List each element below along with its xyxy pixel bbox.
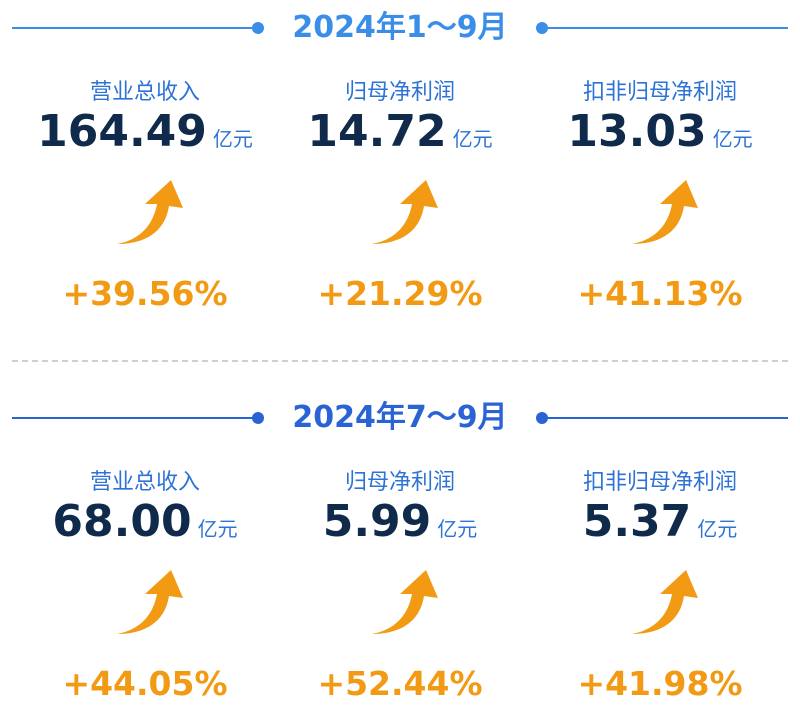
header-line-right: [540, 27, 788, 29]
metric-value-row: 5.99 亿元: [270, 496, 530, 547]
header-line-right: [540, 417, 788, 419]
header-dot-left: [252, 412, 264, 424]
metrics-row: 营业总收入 164.49 亿元 +39.56% 归母净利润 14.72 亿元 +21…: [0, 60, 800, 320]
trend-up-arrow-icon: [372, 180, 438, 244]
metric-label: 归母净利润: [344, 80, 455, 105]
metric-unit: 亿元: [197, 517, 238, 541]
trend-up-arrow-icon: [632, 180, 698, 244]
metric-revenue: 营业总收入 68.00 亿元 +44.05%: [15, 450, 275, 710]
header-dot-left: [252, 22, 264, 34]
metric-net-profit: 归母净利润 14.72 亿元 +21.29%: [270, 60, 530, 320]
metric-value: 164.49: [37, 106, 207, 157]
period-title: 2024年7～9月: [292, 400, 508, 435]
metric-revenue: 营业总收入 164.49 亿元 +39.56%: [15, 60, 275, 320]
metric-deducted-net-profit: 扣非归母净利润 5.37 亿元 +41.98%: [530, 450, 790, 710]
header-line-left: [12, 27, 260, 29]
metric-value: 5.37: [582, 496, 692, 547]
metric-value: 5.99: [322, 496, 432, 547]
metric-value-row: 13.03 亿元: [530, 106, 790, 157]
trend-up-arrow-icon: [117, 570, 183, 634]
metric-unit: 亿元: [712, 127, 753, 151]
dashed-divider: [12, 360, 788, 362]
metric-value: 68.00: [52, 496, 192, 547]
metric-change: +52.44%: [317, 664, 483, 703]
period-header: 2024年7～9月: [0, 398, 800, 438]
period-section-q3: 2024年7～9月 营业总收入 68.00 亿元 +44.05% 归母净利润 5.…: [0, 390, 800, 722]
metric-value-row: 68.00 亿元: [15, 496, 275, 547]
metric-value: 14.72: [307, 106, 447, 157]
metric-change: +21.29%: [317, 274, 483, 313]
metric-change: +39.56%: [62, 274, 228, 313]
metric-change: +44.05%: [62, 664, 228, 703]
period-section-ytd: 2024年1～9月 营业总收入 164.49 亿元 +39.56% 归母净利润 1…: [0, 0, 800, 350]
trend-up-arrow-icon: [117, 180, 183, 244]
metric-label: 营业总收入: [89, 80, 200, 105]
header-line-left: [12, 417, 260, 419]
metric-unit: 亿元: [437, 517, 478, 541]
metric-change: +41.98%: [577, 664, 743, 703]
trend-up-arrow-icon: [632, 570, 698, 634]
trend-up-arrow-icon: [372, 570, 438, 634]
period-title: 2024年1～9月: [292, 10, 508, 45]
metric-deducted-net-profit: 扣非归母净利润 13.03 亿元 +41.13%: [530, 60, 790, 320]
metric-value-row: 5.37 亿元: [530, 496, 790, 547]
period-header: 2024年1～9月: [0, 8, 800, 48]
metric-label: 营业总收入: [89, 470, 200, 495]
metric-label: 归母净利润: [344, 470, 455, 495]
metric-label: 扣非归母净利润: [582, 80, 737, 105]
metric-label: 扣非归母净利润: [582, 470, 737, 495]
metric-unit: 亿元: [452, 127, 493, 151]
metric-value: 13.03: [567, 106, 707, 157]
metric-unit: 亿元: [212, 127, 253, 151]
metric-unit: 亿元: [697, 517, 738, 541]
metrics-row: 营业总收入 68.00 亿元 +44.05% 归母净利润 5.99 亿元 +52.4…: [0, 450, 800, 710]
metric-change: +41.13%: [577, 274, 743, 313]
metric-value-row: 14.72 亿元: [270, 106, 530, 157]
metric-value-row: 164.49 亿元: [15, 106, 275, 157]
metric-net-profit: 归母净利润 5.99 亿元 +52.44%: [270, 450, 530, 710]
